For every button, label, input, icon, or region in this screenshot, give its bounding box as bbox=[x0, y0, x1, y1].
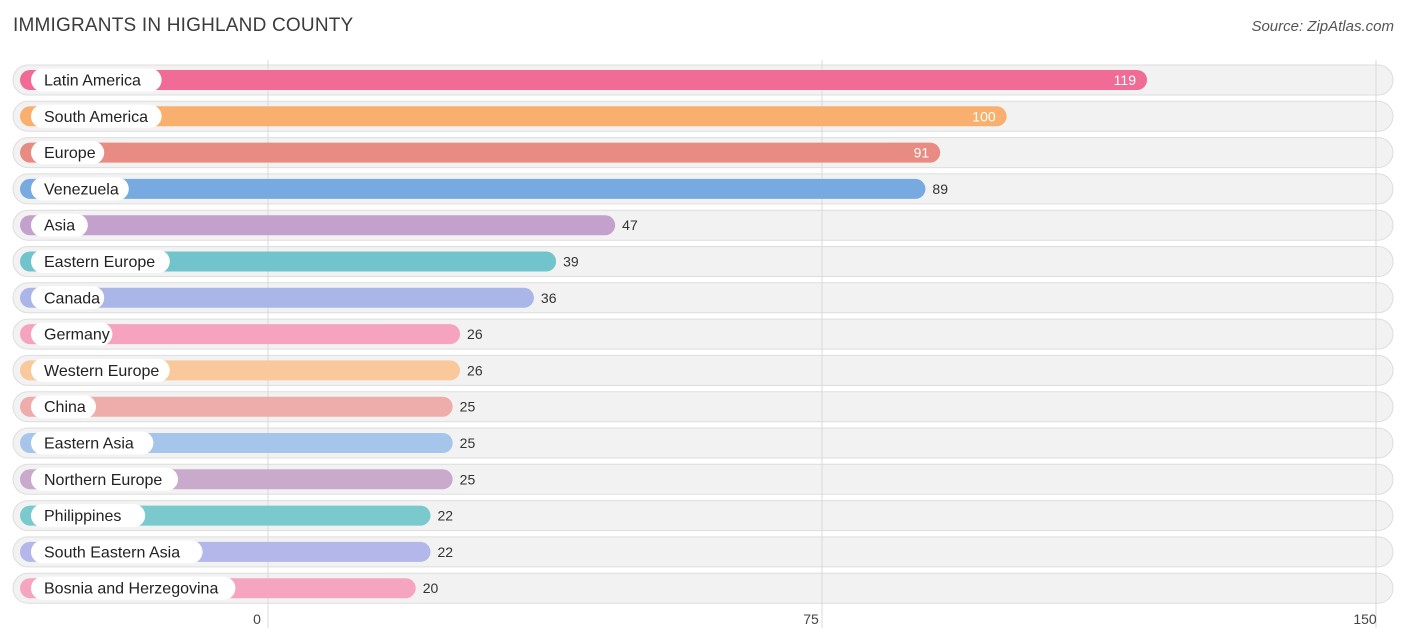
category-label: Canada bbox=[44, 290, 100, 307]
category-label-pill bbox=[31, 104, 162, 128]
value-label: 91 bbox=[914, 145, 930, 161]
value-label: 25 bbox=[460, 435, 476, 451]
category-label: Europe bbox=[44, 145, 96, 162]
category-label: China bbox=[44, 399, 86, 416]
category-label: Northern Europe bbox=[44, 472, 162, 489]
value-label: 36 bbox=[541, 290, 557, 306]
category-label: Philippines bbox=[44, 508, 121, 525]
value-label: 22 bbox=[438, 508, 454, 524]
value-label: 20 bbox=[423, 580, 439, 596]
category-label: Latin America bbox=[44, 73, 141, 90]
category-label-pill bbox=[31, 141, 105, 165]
bar bbox=[20, 70, 1148, 90]
bar bbox=[20, 324, 461, 345]
category-label-pill bbox=[31, 431, 154, 455]
value-label: 100 bbox=[972, 108, 996, 124]
category-label: Eastern Asia bbox=[44, 436, 134, 453]
category-label-pill bbox=[31, 213, 88, 237]
category-label: Western Europe bbox=[44, 363, 159, 380]
bar bbox=[20, 178, 926, 199]
bar bbox=[20, 106, 1007, 127]
category-label: Eastern Europe bbox=[44, 254, 155, 271]
category-label: Venezuela bbox=[44, 181, 119, 198]
bar bbox=[20, 287, 534, 308]
bar bbox=[20, 396, 453, 417]
category-label-pill bbox=[31, 540, 203, 564]
category-label: South America bbox=[44, 109, 148, 126]
category-label-pill bbox=[31, 68, 162, 92]
category-label: Bosnia and Herzegovina bbox=[44, 581, 218, 598]
category-label-pill bbox=[31, 504, 146, 528]
category-label: Asia bbox=[44, 218, 75, 235]
chart-title: IMMIGRANTS IN HIGHLAND COUNTY bbox=[13, 15, 354, 36]
value-label: 25 bbox=[460, 399, 476, 415]
value-label: 89 bbox=[932, 181, 948, 197]
value-label: 47 bbox=[622, 217, 638, 233]
value-label: 39 bbox=[563, 254, 579, 270]
category-label-pill bbox=[31, 576, 236, 600]
x-tick-label: 75 bbox=[803, 611, 819, 627]
category-label-pill bbox=[31, 395, 96, 419]
value-label: 25 bbox=[460, 471, 476, 487]
x-tick-label: 0 bbox=[253, 611, 261, 627]
bar bbox=[20, 142, 941, 163]
category-label-pill bbox=[31, 467, 178, 491]
category-label-pill bbox=[31, 177, 129, 201]
value-label: 26 bbox=[467, 362, 483, 378]
category-label: Germany bbox=[44, 327, 110, 344]
category-label: South Eastern Asia bbox=[44, 544, 180, 561]
category-label-pill bbox=[31, 286, 105, 310]
value-label: 22 bbox=[438, 544, 454, 560]
value-label: 26 bbox=[467, 326, 483, 342]
category-label-pill bbox=[31, 358, 170, 382]
category-label-pill bbox=[31, 322, 113, 346]
value-label: 119 bbox=[1114, 72, 1137, 88]
category-label-pill bbox=[31, 250, 170, 273]
source-label: Source: ZipAtlas.com bbox=[1251, 18, 1394, 35]
bar bbox=[20, 215, 616, 236]
x-tick-label: 150 bbox=[1353, 611, 1377, 627]
